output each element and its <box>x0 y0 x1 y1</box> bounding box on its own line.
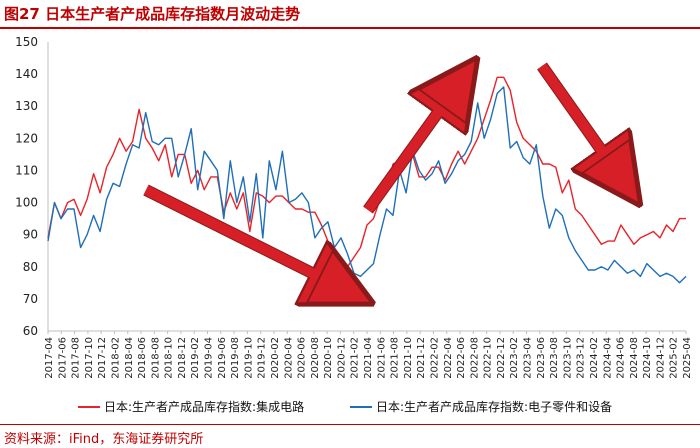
x-tick-label: 2021-10 <box>403 337 414 379</box>
x-tick-label: 2024-06 <box>616 337 627 379</box>
legend-label-1: 日本:生产者产成品库存指数:集成电路 <box>104 399 304 414</box>
x-tick-label: 2024-02 <box>589 337 600 379</box>
x-tick-label: 2022-10 <box>483 337 494 379</box>
figure-title: 图27 日本生产者产成品库存指数月波动走势 <box>4 5 301 23</box>
x-tick-label: 2019-02 <box>190 337 201 379</box>
x-tick-label: 2021-06 <box>376 337 387 379</box>
chart-legend: 日本:生产者产成品库存指数:集成电路 日本:生产者产成品库存指数:电子零件和设备 <box>78 399 612 414</box>
legend-label-2: 日本:生产者产成品库存指数:电子零件和设备 <box>376 399 612 414</box>
y-tick-label: 140 <box>15 67 38 81</box>
series-line-1 <box>47 76 686 281</box>
x-tick-label: 2017-06 <box>57 337 68 379</box>
title-rule <box>0 27 700 29</box>
x-tick-label: 2023-12 <box>576 337 587 379</box>
x-tick-label: 2024-04 <box>602 337 613 379</box>
x-tick-label: 2018-02 <box>110 337 121 379</box>
y-tick-label: 70 <box>23 292 38 306</box>
x-tick-label: 2025-04 <box>682 337 693 379</box>
y-tick-label: 80 <box>23 260 38 274</box>
x-tick-label: 2020-10 <box>323 337 334 379</box>
y-tick-label: 120 <box>15 131 38 145</box>
y-tick-label: 110 <box>15 163 38 177</box>
x-tick-label: 2023-08 <box>549 337 560 379</box>
x-tick-label: 2020-06 <box>297 337 308 379</box>
x-tick-label: 2018-04 <box>124 337 135 379</box>
trend-arrow-down-left <box>143 185 362 298</box>
x-tick-label: 2022-12 <box>496 337 507 379</box>
x-tick-label: 2018-06 <box>137 337 148 379</box>
x-tick-label: 2019-12 <box>257 337 268 379</box>
x-tick-label: 2024-10 <box>642 337 653 379</box>
source-note: 资料来源：iFind，东海证券研究所 <box>4 432 204 447</box>
x-tick-label: 2020-08 <box>310 337 321 379</box>
x-tick-label: 2017-04 <box>44 337 55 379</box>
y-tick-label: 60 <box>23 324 38 338</box>
x-tick-label: 2019-10 <box>243 337 254 379</box>
x-tick-label: 2019-06 <box>217 337 228 379</box>
trend-arrows <box>143 63 633 298</box>
figure-header: 图27 日本生产者产成品库存指数月波动走势 <box>0 0 700 29</box>
x-tick-label: 2018-10 <box>164 337 175 379</box>
series-layer <box>47 76 687 284</box>
x-tick-label: 2017-10 <box>84 337 95 379</box>
y-tick-label: 100 <box>15 196 38 210</box>
x-tick-label: 2021-08 <box>390 337 401 379</box>
trend-arrow-down-right <box>537 63 633 195</box>
x-tick-label: 2019-08 <box>230 337 241 379</box>
x-tick-label: 2023-10 <box>562 337 573 379</box>
line-chart: 60 70 80 90 100 110 120 130 140 150 2017-04 2017-06… <box>15 35 693 414</box>
x-tick-label: 2025-02 <box>669 337 680 379</box>
y-tick-label: 90 <box>23 228 38 242</box>
x-tick-label: 2023-02 <box>509 337 520 379</box>
x-tick-label: 2020-02 <box>270 337 281 379</box>
x-tick-label: 2018-12 <box>177 337 188 379</box>
x-tick-label: 2021-12 <box>416 337 427 379</box>
x-tick-label: 2023-04 <box>523 337 534 379</box>
x-tick-label: 2020-04 <box>283 337 294 379</box>
y-tick-label: 150 <box>15 35 38 49</box>
x-tick-label: 2024-08 <box>629 337 640 379</box>
x-tick-label: 2022-06 <box>456 337 467 379</box>
x-tick-label: 2019-04 <box>204 337 215 379</box>
x-tick-label: 2022-04 <box>443 337 454 379</box>
x-tick-label: 2017-08 <box>71 337 82 379</box>
x-tick-label: 2022-02 <box>429 337 440 379</box>
source-rule <box>0 424 700 425</box>
y-tick-label: 130 <box>15 99 38 113</box>
x-tick-label: 2021-04 <box>363 337 374 379</box>
x-tick-label: 2023-06 <box>536 337 547 379</box>
x-tick-label: 2022-08 <box>469 337 480 379</box>
x-tick-label: 2018-08 <box>150 337 161 379</box>
chart-axes: 60 70 80 90 100 110 120 130 140 150 2017-04 2017-06… <box>15 35 693 379</box>
series-line-2 <box>47 86 687 284</box>
trend-arrow-up <box>363 68 470 213</box>
x-tick-label: 2020-12 <box>336 337 347 379</box>
x-tick-label: 2021-02 <box>350 337 361 379</box>
x-tick-label: 2024-12 <box>655 337 666 379</box>
x-tick-label: 2017-12 <box>97 337 108 379</box>
